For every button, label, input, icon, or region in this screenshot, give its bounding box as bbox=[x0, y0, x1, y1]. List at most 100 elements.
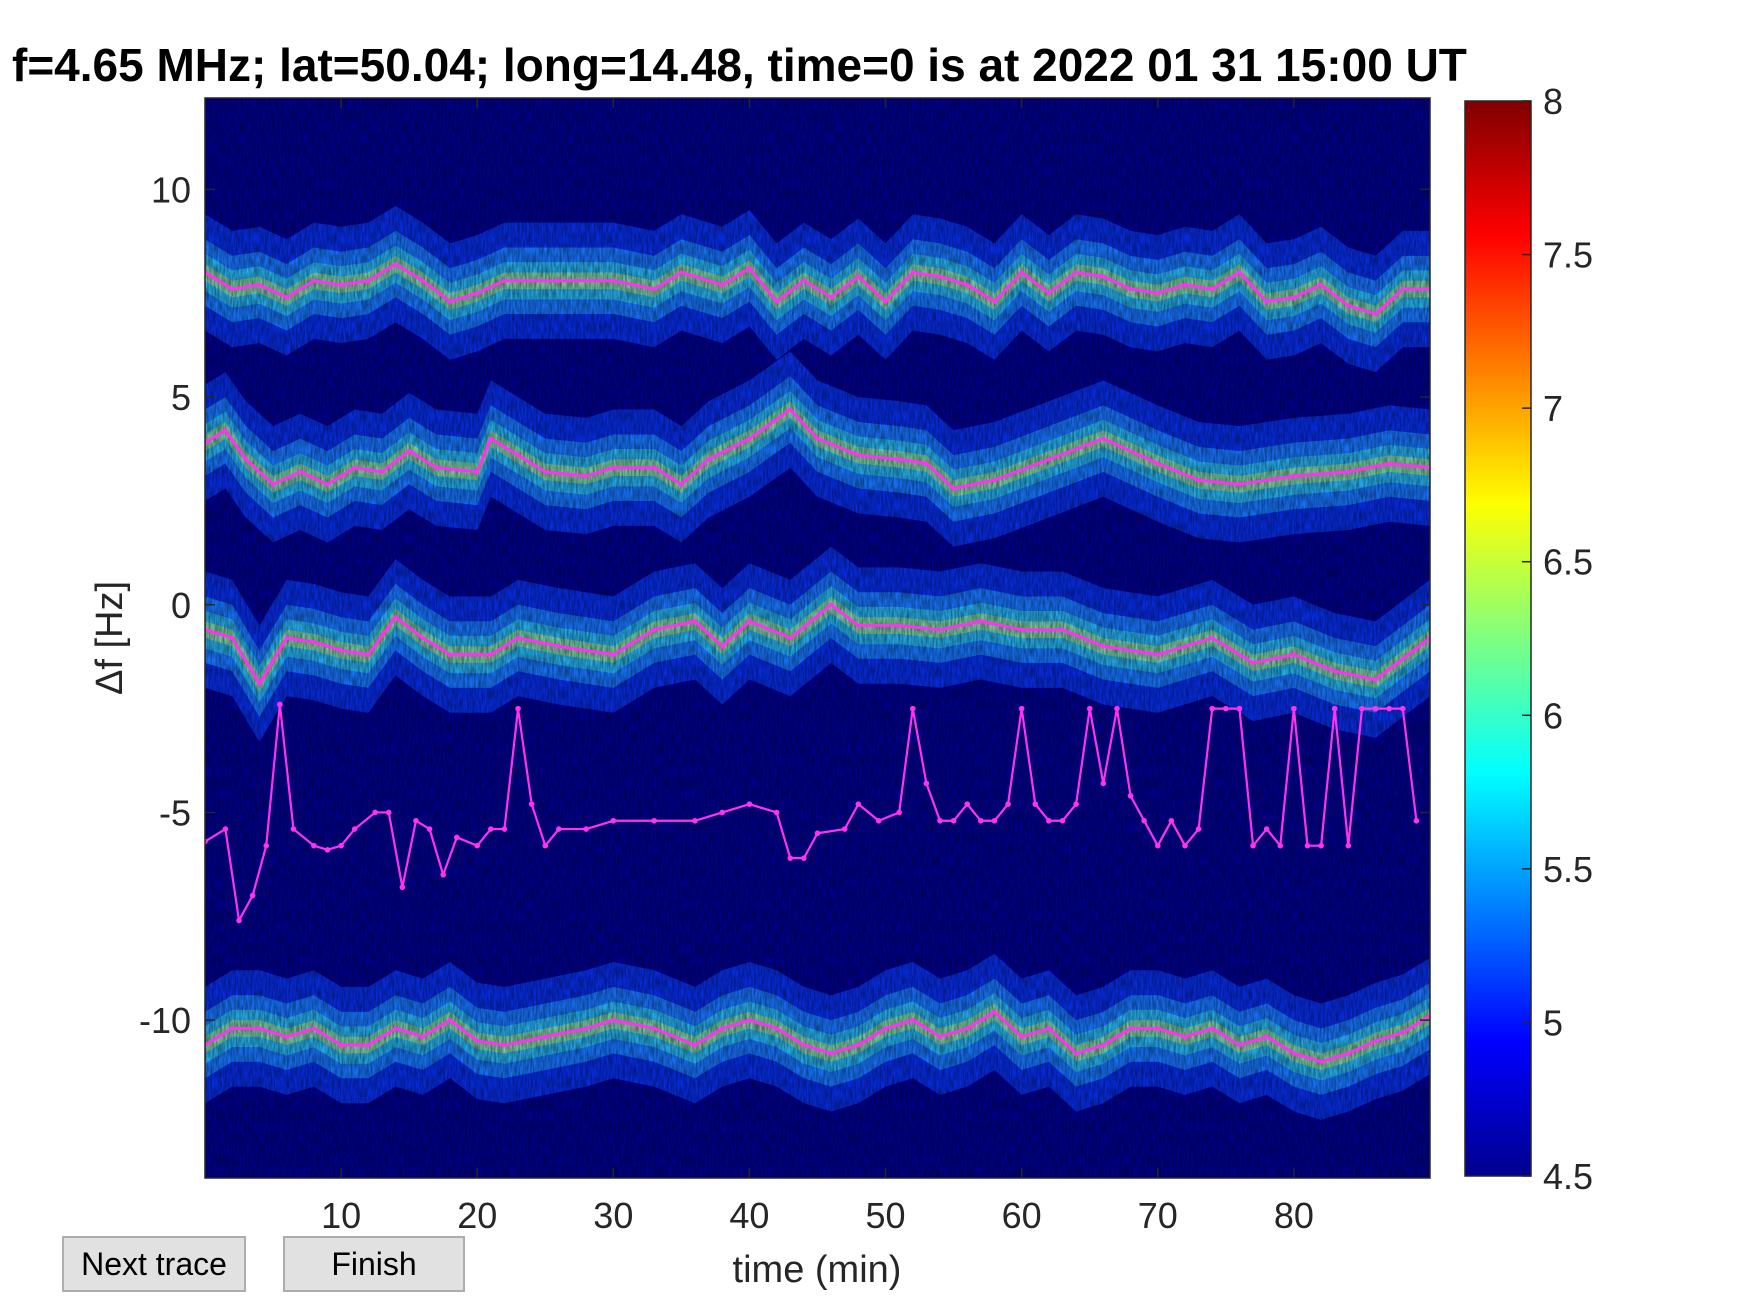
trace-point bbox=[311, 1026, 317, 1031]
trace-point bbox=[1073, 270, 1079, 275]
trace-point bbox=[1114, 705, 1120, 712]
trace-point bbox=[284, 295, 289, 300]
trace-point bbox=[651, 817, 657, 824]
trace-point bbox=[1291, 1051, 1297, 1056]
x-tick-label: 40 bbox=[729, 1195, 769, 1236]
finish-button[interactable]: Finish bbox=[283, 1236, 465, 1292]
trace-point bbox=[1073, 1051, 1079, 1056]
trace-point bbox=[298, 469, 303, 475]
trace-point bbox=[1399, 705, 1406, 712]
trace-point bbox=[875, 817, 882, 824]
trace-point bbox=[937, 817, 943, 824]
trace-point bbox=[1155, 1026, 1160, 1031]
trace-point bbox=[692, 817, 698, 824]
trace-point bbox=[719, 809, 726, 816]
trace-point bbox=[1386, 705, 1392, 712]
trace-point bbox=[447, 1017, 453, 1023]
trace-point bbox=[1250, 842, 1256, 849]
trace-point bbox=[1331, 705, 1338, 712]
trace-point bbox=[1291, 705, 1297, 712]
y-tick-label: 5 bbox=[171, 377, 191, 418]
trace-point bbox=[788, 407, 793, 412]
trace-point bbox=[651, 286, 657, 292]
trace-point bbox=[1264, 1034, 1269, 1039]
trace-point bbox=[351, 826, 358, 832]
trace-point bbox=[338, 648, 344, 653]
y-tick-label: -5 bbox=[159, 792, 191, 833]
trace-point bbox=[992, 299, 997, 304]
trace-point bbox=[1019, 627, 1024, 632]
trace-point bbox=[406, 448, 412, 454]
x-tick-label: 10 bbox=[321, 1195, 361, 1236]
axes-frame bbox=[204, 97, 1431, 1179]
trace-point bbox=[883, 299, 888, 304]
trace-point bbox=[236, 917, 242, 924]
colorbar bbox=[1464, 100, 1532, 1177]
trace-point bbox=[651, 1026, 657, 1031]
trace-point bbox=[583, 826, 589, 832]
x-tick-label: 80 bbox=[1274, 1195, 1314, 1236]
colorbar-tick-label: 8 bbox=[1543, 81, 1563, 122]
trace-point bbox=[1101, 644, 1106, 649]
next-trace-button[interactable]: Next trace bbox=[62, 1236, 246, 1292]
y-tick-label: -10 bbox=[139, 1000, 191, 1041]
trace-point bbox=[413, 817, 419, 824]
trace-point bbox=[747, 266, 752, 271]
colorbar-tick-label: 5.5 bbox=[1543, 849, 1593, 890]
trace-point bbox=[964, 801, 971, 807]
trace-point bbox=[488, 652, 494, 657]
trace-point bbox=[1059, 817, 1066, 824]
trace-point bbox=[856, 274, 861, 279]
trace-point bbox=[1318, 1059, 1324, 1064]
trace-point bbox=[515, 705, 521, 712]
trace-point bbox=[1168, 817, 1175, 824]
trace-point bbox=[488, 826, 494, 832]
trace-point bbox=[856, 1042, 861, 1048]
y-tick-label: 0 bbox=[171, 585, 191, 626]
trace-point bbox=[420, 635, 425, 641]
trace-point bbox=[611, 652, 616, 657]
trace-point bbox=[611, 1017, 616, 1023]
x-tick-label: 30 bbox=[593, 1195, 633, 1236]
colorbar-tick-label: 7.5 bbox=[1543, 235, 1593, 276]
trace-point bbox=[1154, 842, 1161, 849]
trace-point bbox=[372, 809, 378, 816]
trace-point bbox=[1155, 652, 1160, 657]
trace-point bbox=[1046, 817, 1052, 824]
colorbar-axis: 8 7.5 7 6.5 6 5.5 5 4.5 bbox=[1522, 81, 1593, 1197]
trace-point bbox=[651, 627, 657, 632]
trace-point bbox=[583, 1026, 589, 1031]
trace-point bbox=[1237, 270, 1242, 275]
trace-point bbox=[611, 465, 616, 470]
trace-point bbox=[1346, 1051, 1351, 1056]
trace-point bbox=[393, 615, 398, 620]
trace-point bbox=[1400, 1030, 1405, 1035]
trace-point bbox=[706, 457, 711, 462]
trace-point bbox=[366, 1042, 371, 1048]
trace-point bbox=[1413, 817, 1420, 824]
trace-point bbox=[230, 286, 235, 292]
trace-point bbox=[937, 627, 943, 632]
trace-point bbox=[556, 826, 562, 832]
trace-point bbox=[284, 1034, 289, 1039]
trace-point bbox=[828, 602, 834, 607]
trace-point bbox=[311, 639, 317, 645]
colorbar-tick-label: 6 bbox=[1543, 695, 1563, 736]
y-tick-label: 10 bbox=[151, 169, 191, 210]
trace-point bbox=[440, 871, 446, 878]
trace-point bbox=[393, 1026, 398, 1031]
trace-point bbox=[965, 282, 970, 288]
trace-point bbox=[1073, 801, 1079, 807]
trace-point bbox=[814, 830, 821, 837]
trace-point bbox=[325, 482, 330, 487]
trace-point bbox=[515, 453, 521, 458]
trace-point bbox=[270, 482, 276, 487]
trace-point bbox=[290, 826, 297, 832]
trace-point bbox=[1237, 1042, 1242, 1048]
trace-point bbox=[583, 473, 589, 479]
trace-point bbox=[1210, 286, 1215, 292]
trace-point bbox=[257, 1026, 262, 1031]
colorbar-tick-label: 6.5 bbox=[1543, 542, 1593, 583]
trace-point bbox=[992, 1009, 997, 1015]
trace-point bbox=[951, 486, 956, 491]
